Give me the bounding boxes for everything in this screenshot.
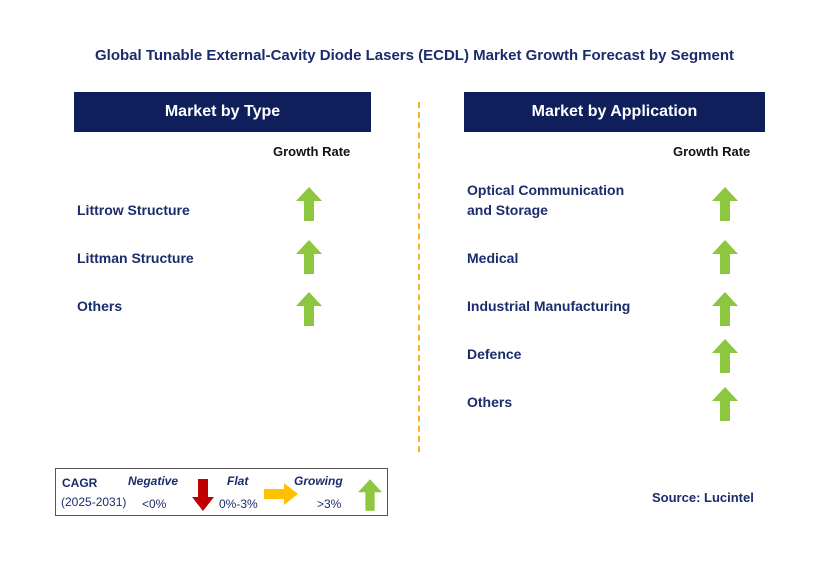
up-arrow-icon	[296, 292, 322, 326]
application-item-industrial: Industrial Manufacturing	[467, 298, 631, 314]
legend-flat-label: Flat	[227, 474, 249, 488]
type-item-others: Others	[77, 298, 123, 314]
up-arrow-icon	[712, 387, 738, 421]
application-item-others: Others	[467, 394, 513, 410]
application-item-medical: Medical	[467, 250, 519, 266]
cagr-legend: CAGR (2025-2031) Negative <0% Flat 0%-3%…	[55, 468, 388, 516]
type-item-littrow: Littrow Structure	[77, 202, 190, 218]
application-item-optical-line1: Optical Communication	[467, 182, 625, 198]
type-header-label: Market by Type	[164, 103, 281, 120]
type-item-littman: Littman Structure	[77, 250, 194, 266]
application-header-label: Market by Application	[531, 103, 698, 120]
up-arrow-icon	[712, 292, 738, 326]
application-header: Market by Application	[464, 92, 765, 132]
source-label: Source: Lucintel	[652, 490, 754, 505]
right-arrow-icon	[264, 483, 298, 505]
application-growth-rate-label: Growth Rate	[673, 144, 751, 159]
up-arrow-icon	[712, 187, 738, 221]
type-growth-rate-label: Growth Rate	[273, 144, 351, 159]
application-item-optical-line2: and Storage	[467, 202, 548, 218]
legend-growing-range: >3%	[317, 497, 342, 511]
application-item-defence: Defence	[467, 346, 522, 362]
panel-divider	[418, 102, 420, 452]
legend-period-label: (2025-2031)	[61, 495, 127, 509]
up-arrow-icon	[296, 187, 322, 221]
legend-negative-label: Negative	[128, 474, 179, 488]
legend-negative-range: <0%	[142, 497, 167, 511]
up-arrow-icon	[712, 240, 738, 274]
up-arrow-icon	[296, 240, 322, 274]
page-title: Global Tunable External-Cavity Diode Las…	[94, 47, 735, 64]
up-arrow-icon	[712, 339, 738, 373]
legend-flat-range: 0%-3%	[219, 497, 258, 511]
legend-cagr-label: CAGR	[62, 476, 98, 490]
down-arrow-icon	[192, 479, 214, 511]
up-arrow-icon	[358, 479, 382, 511]
type-header: Market by Type	[74, 92, 371, 132]
legend-growing-label: Growing	[294, 474, 343, 488]
application-item-optical: Optical Communication and Storage	[467, 180, 624, 220]
